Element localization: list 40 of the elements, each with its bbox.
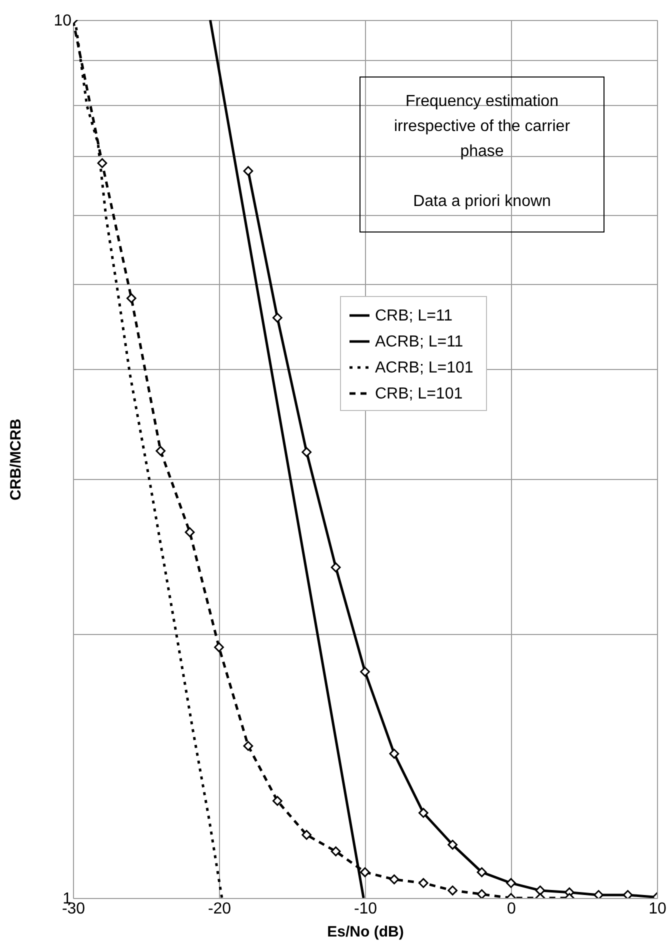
point (389, 748, 400, 759)
point (622, 890, 633, 898)
point (243, 741, 254, 751)
point (214, 642, 224, 652)
x-tick-label: 10 (648, 900, 666, 918)
point (272, 796, 282, 806)
point (360, 666, 370, 677)
x-tick-label: -30 (62, 900, 86, 918)
point (302, 830, 312, 840)
legend-label: ACRB; L=101 (375, 360, 474, 376)
x-tick-label: -10 (354, 900, 378, 918)
point (418, 878, 428, 888)
x-tick-label: -20 (208, 900, 232, 918)
point (389, 874, 400, 884)
point (156, 446, 166, 456)
annotation: Data a priori known (413, 193, 551, 210)
legend-label: ACRB; L=11 (375, 334, 464, 350)
y-axis-title: CRB/MCRB (8, 418, 25, 500)
legend-label: CRB; L=11 (375, 308, 453, 324)
point (272, 312, 282, 323)
point (506, 878, 516, 888)
point (448, 886, 458, 896)
point (476, 867, 487, 878)
point (476, 889, 487, 898)
point (126, 293, 136, 304)
point (535, 886, 546, 896)
point (302, 447, 312, 458)
point (418, 808, 428, 818)
point (448, 840, 458, 850)
x-tick-label: 0 (507, 900, 516, 918)
x-axis-title: Es/No (dB) (327, 924, 404, 940)
annotation: Frequency estimation irrespective of the carrier phase (394, 93, 571, 160)
point (184, 527, 195, 538)
point (97, 158, 108, 168)
point (594, 890, 604, 898)
point (330, 846, 341, 856)
point (360, 867, 370, 878)
point (330, 562, 341, 572)
point (243, 166, 254, 176)
legend-label: CRB; L=101 (375, 386, 463, 402)
